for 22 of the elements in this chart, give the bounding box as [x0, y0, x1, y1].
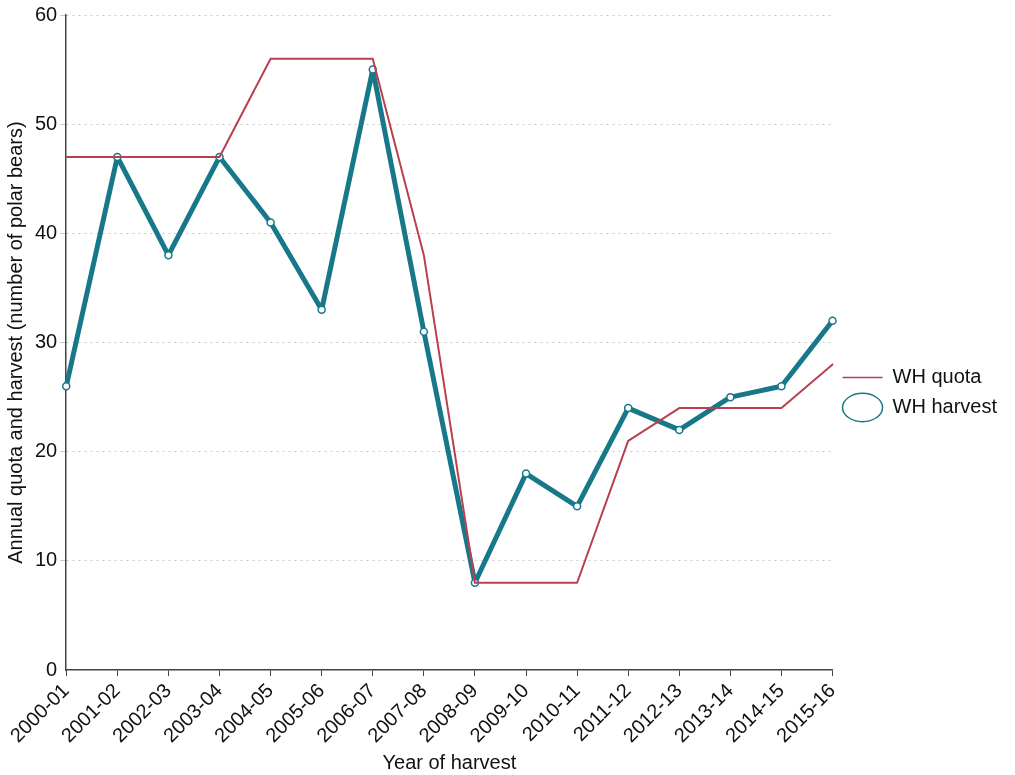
y-tick-label: 0 — [46, 657, 58, 680]
point — [675, 425, 684, 435]
point — [623, 403, 633, 413]
point — [828, 316, 837, 325]
point — [62, 381, 71, 391]
y-tick-label: 60 — [35, 2, 58, 25]
point — [266, 218, 275, 227]
y-tick-label: 20 — [35, 439, 58, 462]
x-axis-title: Year of harvest — [382, 750, 517, 773]
y-axis-title: Annual quota and harvest (number of polar bears) — [3, 121, 26, 564]
point — [726, 392, 735, 402]
y-tick-label: 50 — [35, 111, 58, 134]
point — [317, 305, 326, 315]
legend-label: WH harvest — [892, 395, 998, 418]
point — [521, 469, 531, 478]
y-tick-label: 40 — [35, 220, 58, 243]
point — [777, 381, 786, 391]
legend-label: WH quota — [892, 365, 983, 388]
point — [572, 502, 582, 511]
y-tick-label: 30 — [35, 330, 58, 353]
point — [419, 327, 429, 336]
y-tick-label: 10 — [35, 548, 58, 571]
